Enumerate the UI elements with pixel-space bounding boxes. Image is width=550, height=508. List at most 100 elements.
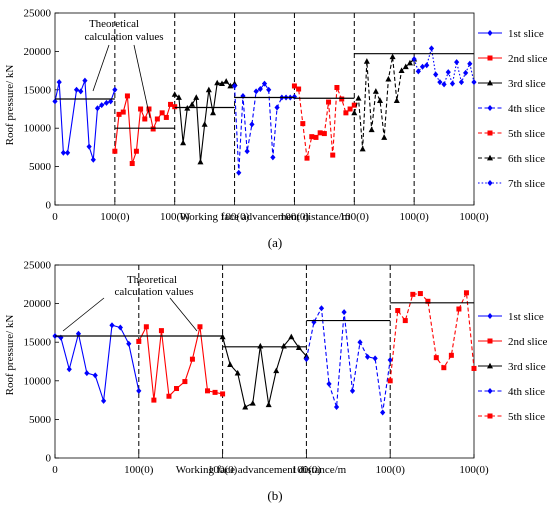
y-axis-title-b: Roof pressure/ kN xyxy=(4,315,16,396)
data-point xyxy=(189,356,195,362)
data-point xyxy=(441,81,447,88)
panel-label-b: (b) xyxy=(267,488,282,503)
x-tick-label: 100(0) xyxy=(399,211,429,223)
series-line-5 xyxy=(389,290,475,381)
annotation-arrow xyxy=(62,297,105,332)
x-tick-label: 100(0) xyxy=(280,211,310,223)
data-point xyxy=(133,148,139,154)
data-point xyxy=(244,148,250,155)
data-point xyxy=(433,71,439,78)
data-point xyxy=(428,45,435,52)
data-point xyxy=(168,101,174,107)
x-axis-title-a: Working face advancement distance/m xyxy=(180,211,351,223)
series-line-1 xyxy=(54,80,116,160)
data-point xyxy=(471,365,477,371)
data-point xyxy=(385,75,392,82)
y-tick-label: 15000 xyxy=(24,84,52,96)
legend-marker xyxy=(487,180,493,186)
legend-marker xyxy=(487,55,493,61)
x-tick-label: 100(0) xyxy=(160,211,190,223)
data-point xyxy=(261,80,268,87)
data-point xyxy=(363,58,370,64)
data-point xyxy=(143,324,149,330)
legend-marker xyxy=(487,413,493,419)
data-point xyxy=(75,330,82,337)
data-point xyxy=(182,379,188,385)
data-point xyxy=(146,106,152,112)
data-point xyxy=(334,84,340,90)
x-tick-label: 100(0) xyxy=(124,464,154,476)
data-point xyxy=(433,355,439,361)
annotation-text-b-line1: Theoretical xyxy=(127,274,177,286)
data-point xyxy=(351,109,358,116)
data-point xyxy=(406,59,413,66)
data-point xyxy=(197,324,203,330)
data-point xyxy=(291,83,297,89)
data-point xyxy=(172,104,178,110)
annotation-arrow xyxy=(92,44,110,92)
series-line-2 xyxy=(138,324,223,401)
data-point xyxy=(117,324,123,331)
legend-marker xyxy=(487,30,493,36)
data-point xyxy=(425,298,431,304)
data-point xyxy=(441,365,447,371)
data-point xyxy=(94,105,101,112)
data-point xyxy=(296,86,302,92)
data-point xyxy=(189,101,196,107)
y-axis-title-a: Roof pressure/ kN xyxy=(4,65,16,146)
data-point xyxy=(343,110,349,116)
data-point xyxy=(205,86,212,93)
data-point xyxy=(197,158,204,165)
data-point xyxy=(52,98,58,105)
legend-label: 5th slice xyxy=(508,411,545,423)
x-tick-label: 100(0) xyxy=(459,211,489,223)
data-point xyxy=(415,68,421,75)
data-point xyxy=(266,86,272,93)
data-point xyxy=(463,290,469,296)
data-point xyxy=(193,94,200,100)
y-tick-label: 25000 xyxy=(24,8,52,20)
data-point xyxy=(129,161,135,167)
legend-label: 2nd slice xyxy=(508,53,548,65)
data-point xyxy=(381,134,388,140)
data-point xyxy=(116,111,122,117)
data-point xyxy=(318,305,325,312)
data-point xyxy=(214,79,221,86)
data-point xyxy=(380,409,386,416)
y-tick-label: 10000 xyxy=(24,375,52,387)
legend-label: 1st slice xyxy=(508,28,544,40)
data-point xyxy=(398,67,405,73)
legend-label: 3rd slice xyxy=(508,361,546,373)
data-point xyxy=(445,69,451,76)
data-point xyxy=(355,95,362,101)
legend-label: 4th slice xyxy=(508,386,545,398)
data-point xyxy=(205,388,211,394)
data-point xyxy=(449,80,456,87)
data-point xyxy=(154,116,160,122)
data-point xyxy=(126,340,132,347)
data-point xyxy=(163,114,169,120)
data-point xyxy=(270,154,276,161)
legend-label: 7th slice xyxy=(508,178,545,190)
data-point xyxy=(372,88,379,94)
y-tick-label: 5000 xyxy=(29,414,52,426)
data-point xyxy=(210,109,217,116)
annotation-text-a-line1: Theoretical xyxy=(89,18,139,30)
data-point xyxy=(175,94,182,100)
data-point xyxy=(101,397,107,404)
data-point xyxy=(326,99,332,105)
data-point xyxy=(458,79,465,86)
legend-marker xyxy=(487,338,493,344)
data-point xyxy=(73,86,80,93)
legend-marker xyxy=(487,79,493,86)
annotation-arrow xyxy=(169,297,198,332)
series-line-2 xyxy=(114,95,175,164)
y-tick-label: 0 xyxy=(46,453,52,465)
data-point xyxy=(303,352,310,359)
data-point xyxy=(410,291,416,297)
data-point xyxy=(454,59,460,66)
data-point xyxy=(402,318,408,324)
data-point xyxy=(120,109,126,115)
data-point xyxy=(84,370,90,377)
legend-marker xyxy=(487,154,493,161)
